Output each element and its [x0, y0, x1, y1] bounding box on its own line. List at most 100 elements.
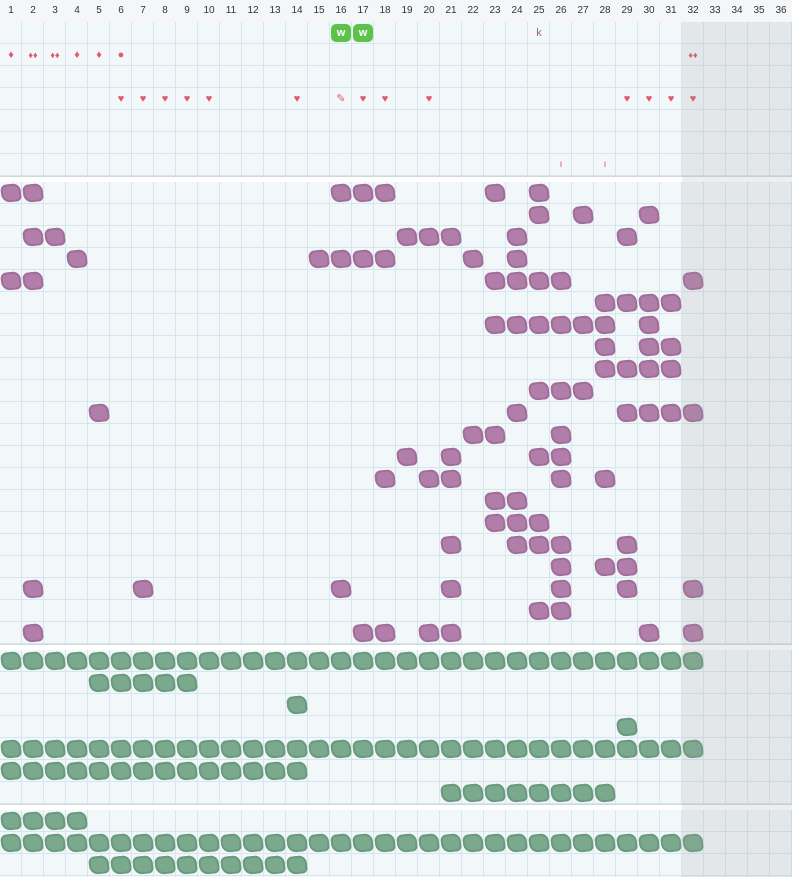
heart-icon[interactable]: ♥ — [359, 93, 367, 105]
heart-icon[interactable]: ♥ — [667, 93, 675, 105]
green-block[interactable] — [528, 833, 550, 853]
purple-block[interactable] — [528, 447, 550, 467]
purple-block[interactable] — [22, 579, 44, 599]
purple-block[interactable] — [484, 183, 506, 203]
green-block[interactable] — [176, 855, 198, 875]
purple-block[interactable] — [352, 183, 374, 203]
purple-block[interactable] — [352, 249, 374, 269]
purple-block[interactable] — [528, 183, 550, 203]
green-block[interactable] — [374, 739, 396, 759]
green-block[interactable] — [396, 739, 418, 759]
purple-block[interactable] — [550, 425, 572, 445]
purple-block[interactable] — [440, 623, 462, 643]
green-block[interactable] — [0, 761, 22, 781]
purple-block[interactable] — [638, 293, 660, 313]
green-block[interactable] — [132, 761, 154, 781]
purple-block[interactable] — [550, 557, 572, 577]
purple-block[interactable] — [638, 337, 660, 357]
green-block[interactable] — [418, 651, 440, 671]
green-block[interactable] — [88, 673, 110, 693]
green-block[interactable] — [594, 783, 616, 803]
green-block[interactable] — [44, 651, 66, 671]
purple-block[interactable] — [594, 337, 616, 357]
green-block[interactable] — [176, 673, 198, 693]
green-block[interactable] — [528, 783, 550, 803]
purple-block[interactable] — [616, 579, 638, 599]
green-block[interactable] — [264, 833, 286, 853]
green-block[interactable] — [22, 833, 44, 853]
purple-block[interactable] — [506, 315, 528, 335]
green-block[interactable] — [506, 783, 528, 803]
green-block[interactable] — [154, 855, 176, 875]
purple-block[interactable] — [308, 249, 330, 269]
purple-block[interactable] — [22, 183, 44, 203]
purple-block[interactable] — [616, 359, 638, 379]
purple-block[interactable] — [0, 183, 22, 203]
green-block[interactable] — [308, 651, 330, 671]
heart-icon[interactable]: ♥ — [425, 93, 433, 105]
purple-block[interactable] — [22, 271, 44, 291]
green-block[interactable] — [66, 761, 88, 781]
tick-icon[interactable]: ı — [559, 159, 563, 170]
green-block[interactable] — [44, 739, 66, 759]
green-block[interactable] — [132, 739, 154, 759]
purple-block[interactable] — [528, 535, 550, 555]
green-block[interactable] — [110, 833, 132, 853]
dot-icon[interactable]: ● — [117, 49, 125, 61]
green-block[interactable] — [418, 833, 440, 853]
green-block[interactable] — [286, 761, 308, 781]
purple-block[interactable] — [484, 491, 506, 511]
green-block[interactable] — [44, 761, 66, 781]
green-block[interactable] — [220, 651, 242, 671]
purple-block[interactable] — [506, 535, 528, 555]
purple-block[interactable] — [550, 579, 572, 599]
purple-block[interactable] — [550, 381, 572, 401]
green-block[interactable] — [198, 761, 220, 781]
heart-icon[interactable]: ♥ — [161, 93, 169, 105]
purple-block[interactable] — [572, 315, 594, 335]
purple-block[interactable] — [616, 293, 638, 313]
purple-block[interactable] — [660, 337, 682, 357]
green-block[interactable] — [308, 739, 330, 759]
green-block[interactable] — [0, 811, 22, 831]
green-block[interactable] — [132, 651, 154, 671]
green-block[interactable] — [22, 651, 44, 671]
green-block[interactable] — [594, 739, 616, 759]
purple-block[interactable] — [528, 315, 550, 335]
green-block[interactable] — [638, 833, 660, 853]
green-block[interactable] — [176, 651, 198, 671]
purple-block[interactable] — [616, 557, 638, 577]
green-block[interactable] — [682, 833, 704, 853]
purple-block[interactable] — [506, 271, 528, 291]
green-block[interactable] — [44, 811, 66, 831]
green-block[interactable] — [396, 651, 418, 671]
purple-block[interactable] — [506, 249, 528, 269]
green-block[interactable] — [286, 855, 308, 875]
green-block[interactable] — [616, 651, 638, 671]
green-block[interactable] — [132, 855, 154, 875]
green-block[interactable] — [220, 855, 242, 875]
green-block[interactable] — [286, 739, 308, 759]
purple-block[interactable] — [440, 469, 462, 489]
purple-block[interactable] — [594, 293, 616, 313]
green-block[interactable] — [88, 761, 110, 781]
purple-block[interactable] — [484, 513, 506, 533]
green-block[interactable] — [110, 673, 132, 693]
green-block[interactable] — [66, 833, 88, 853]
green-block[interactable] — [220, 761, 242, 781]
green-block[interactable] — [506, 739, 528, 759]
green-block[interactable] — [220, 739, 242, 759]
green-block[interactable] — [308, 833, 330, 853]
purple-block[interactable] — [550, 447, 572, 467]
green-block[interactable] — [198, 855, 220, 875]
green-block[interactable] — [374, 833, 396, 853]
purple-block[interactable] — [550, 315, 572, 335]
green-block[interactable] — [462, 651, 484, 671]
drop-icon[interactable]: ♦♦ — [688, 50, 698, 60]
heart-icon[interactable]: ♥ — [293, 93, 301, 105]
green-block[interactable] — [110, 739, 132, 759]
purple-block[interactable] — [594, 315, 616, 335]
green-block[interactable] — [286, 695, 308, 715]
green-block[interactable] — [88, 855, 110, 875]
purple-block[interactable] — [418, 623, 440, 643]
